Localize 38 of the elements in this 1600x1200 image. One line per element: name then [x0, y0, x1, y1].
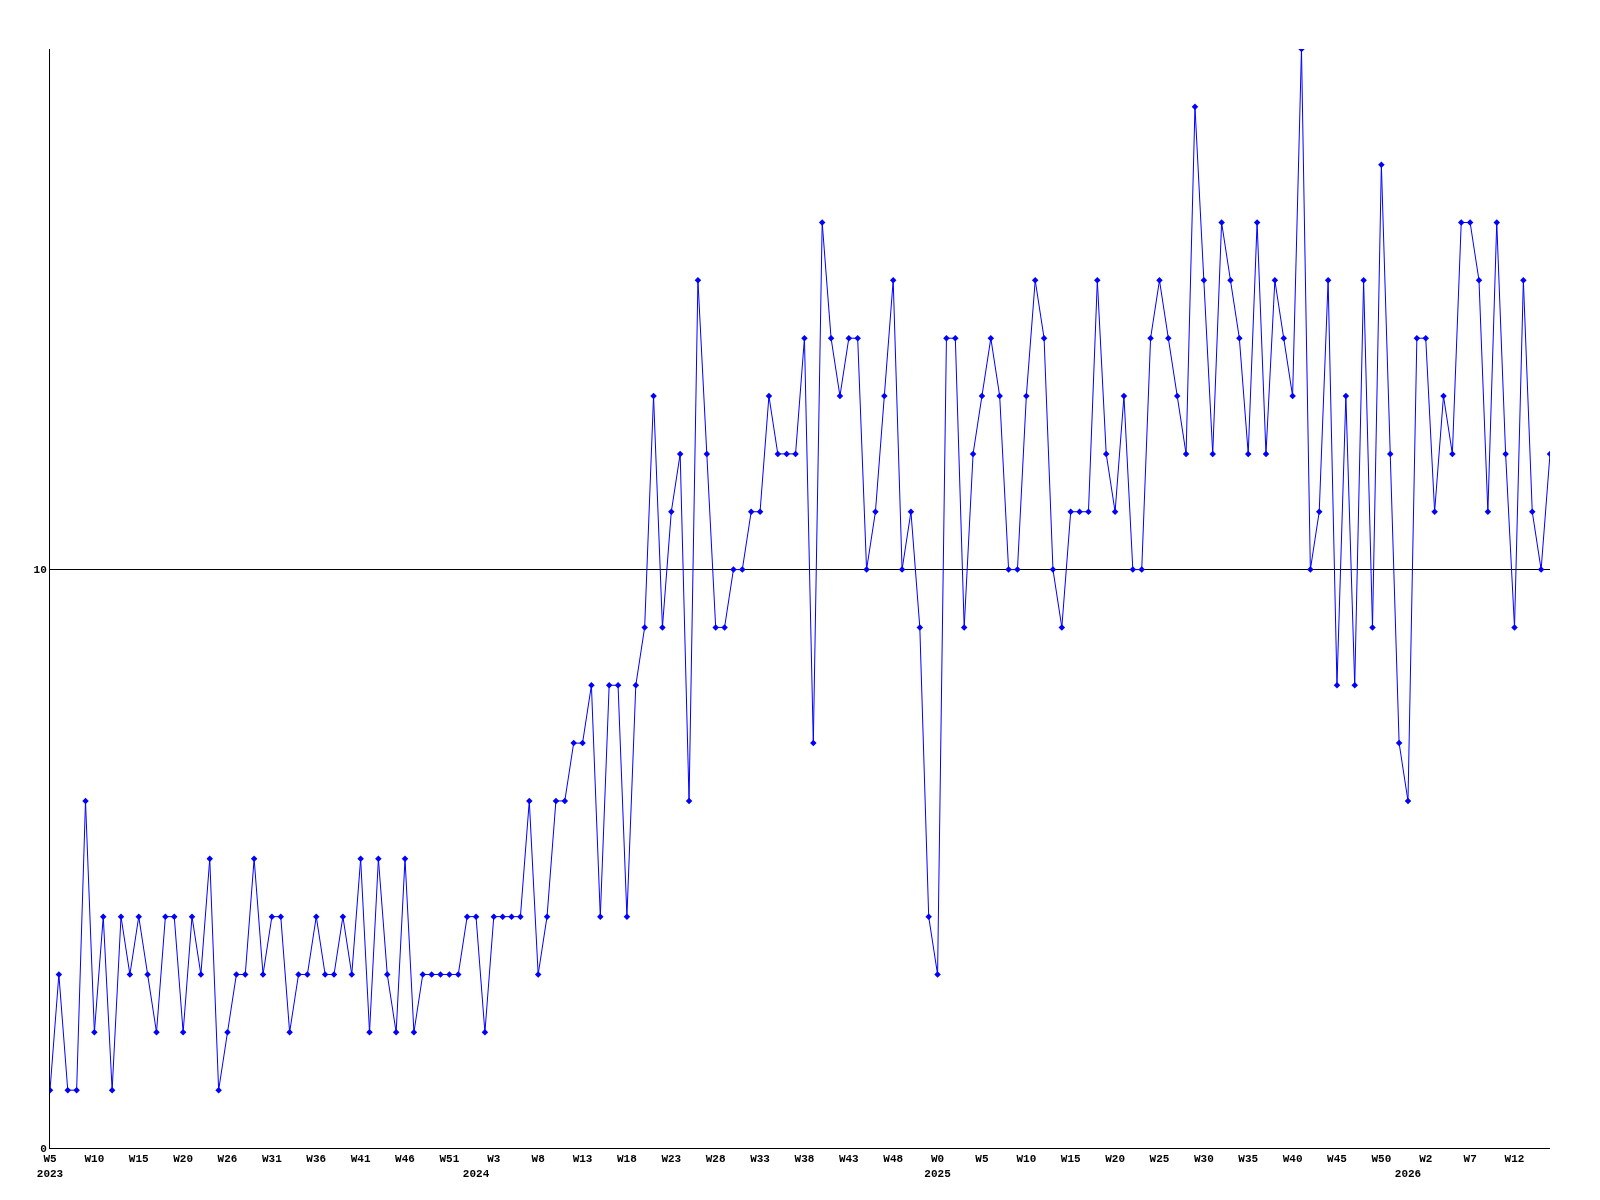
x-tick-label: W20: [1105, 1153, 1125, 1166]
x-tick-label: W13: [572, 1153, 593, 1166]
x-tick-label: W18: [617, 1153, 638, 1166]
x-tick-label: W33: [750, 1153, 771, 1166]
x-tick-label: W30: [1193, 1153, 1214, 1166]
x-tick-label: W31: [261, 1153, 283, 1166]
x-tick-label: W7: [1463, 1153, 1477, 1166]
x-tick-label: W2: [1419, 1153, 1433, 1166]
x-tick-label: W26: [217, 1153, 238, 1166]
x-tick-label: W35: [1238, 1153, 1259, 1166]
x-tick-label: W10: [84, 1153, 105, 1166]
x-tick-label: W41: [350, 1153, 371, 1166]
x-tick-label: W12: [1504, 1153, 1525, 1166]
y-tick-label: 0: [40, 1142, 47, 1155]
x-tick-label: W0 2025: [924, 1153, 952, 1180]
x-tick-label: W15: [128, 1153, 150, 1166]
x-tick-label: 2024: [462, 1167, 490, 1180]
x-tick-label: W36: [306, 1153, 327, 1166]
x-tick-label: W50: [1371, 1153, 1392, 1166]
x-tick-label: W43: [838, 1153, 860, 1166]
x-tick-label: W48: [883, 1153, 904, 1166]
x-tick-label: W10: [1016, 1153, 1037, 1166]
y-tick-label: 10: [33, 564, 47, 577]
x-tick-label: W46: [395, 1153, 415, 1166]
x-tick-label: W5 2023: [36, 1153, 64, 1180]
x-tick-label: W23: [661, 1153, 682, 1166]
x-tick-label: W25: [1149, 1153, 1170, 1166]
x-tick-label: W3: [487, 1153, 501, 1166]
x-tick-label: W8: [531, 1153, 546, 1166]
x-tick-label: W28: [705, 1153, 726, 1166]
x-tick-label: W45: [1327, 1153, 1348, 1166]
x-tick-label: W20: [173, 1153, 194, 1166]
x-tick-label: W40: [1282, 1153, 1303, 1166]
x-tick-label: W51: [439, 1153, 460, 1166]
x-tick-label: W38: [794, 1153, 815, 1166]
x-tick-label: W5: [975, 1153, 989, 1166]
x-tick-label: 2026: [1394, 1167, 1422, 1180]
x-tick-label: W15: [1060, 1153, 1082, 1166]
